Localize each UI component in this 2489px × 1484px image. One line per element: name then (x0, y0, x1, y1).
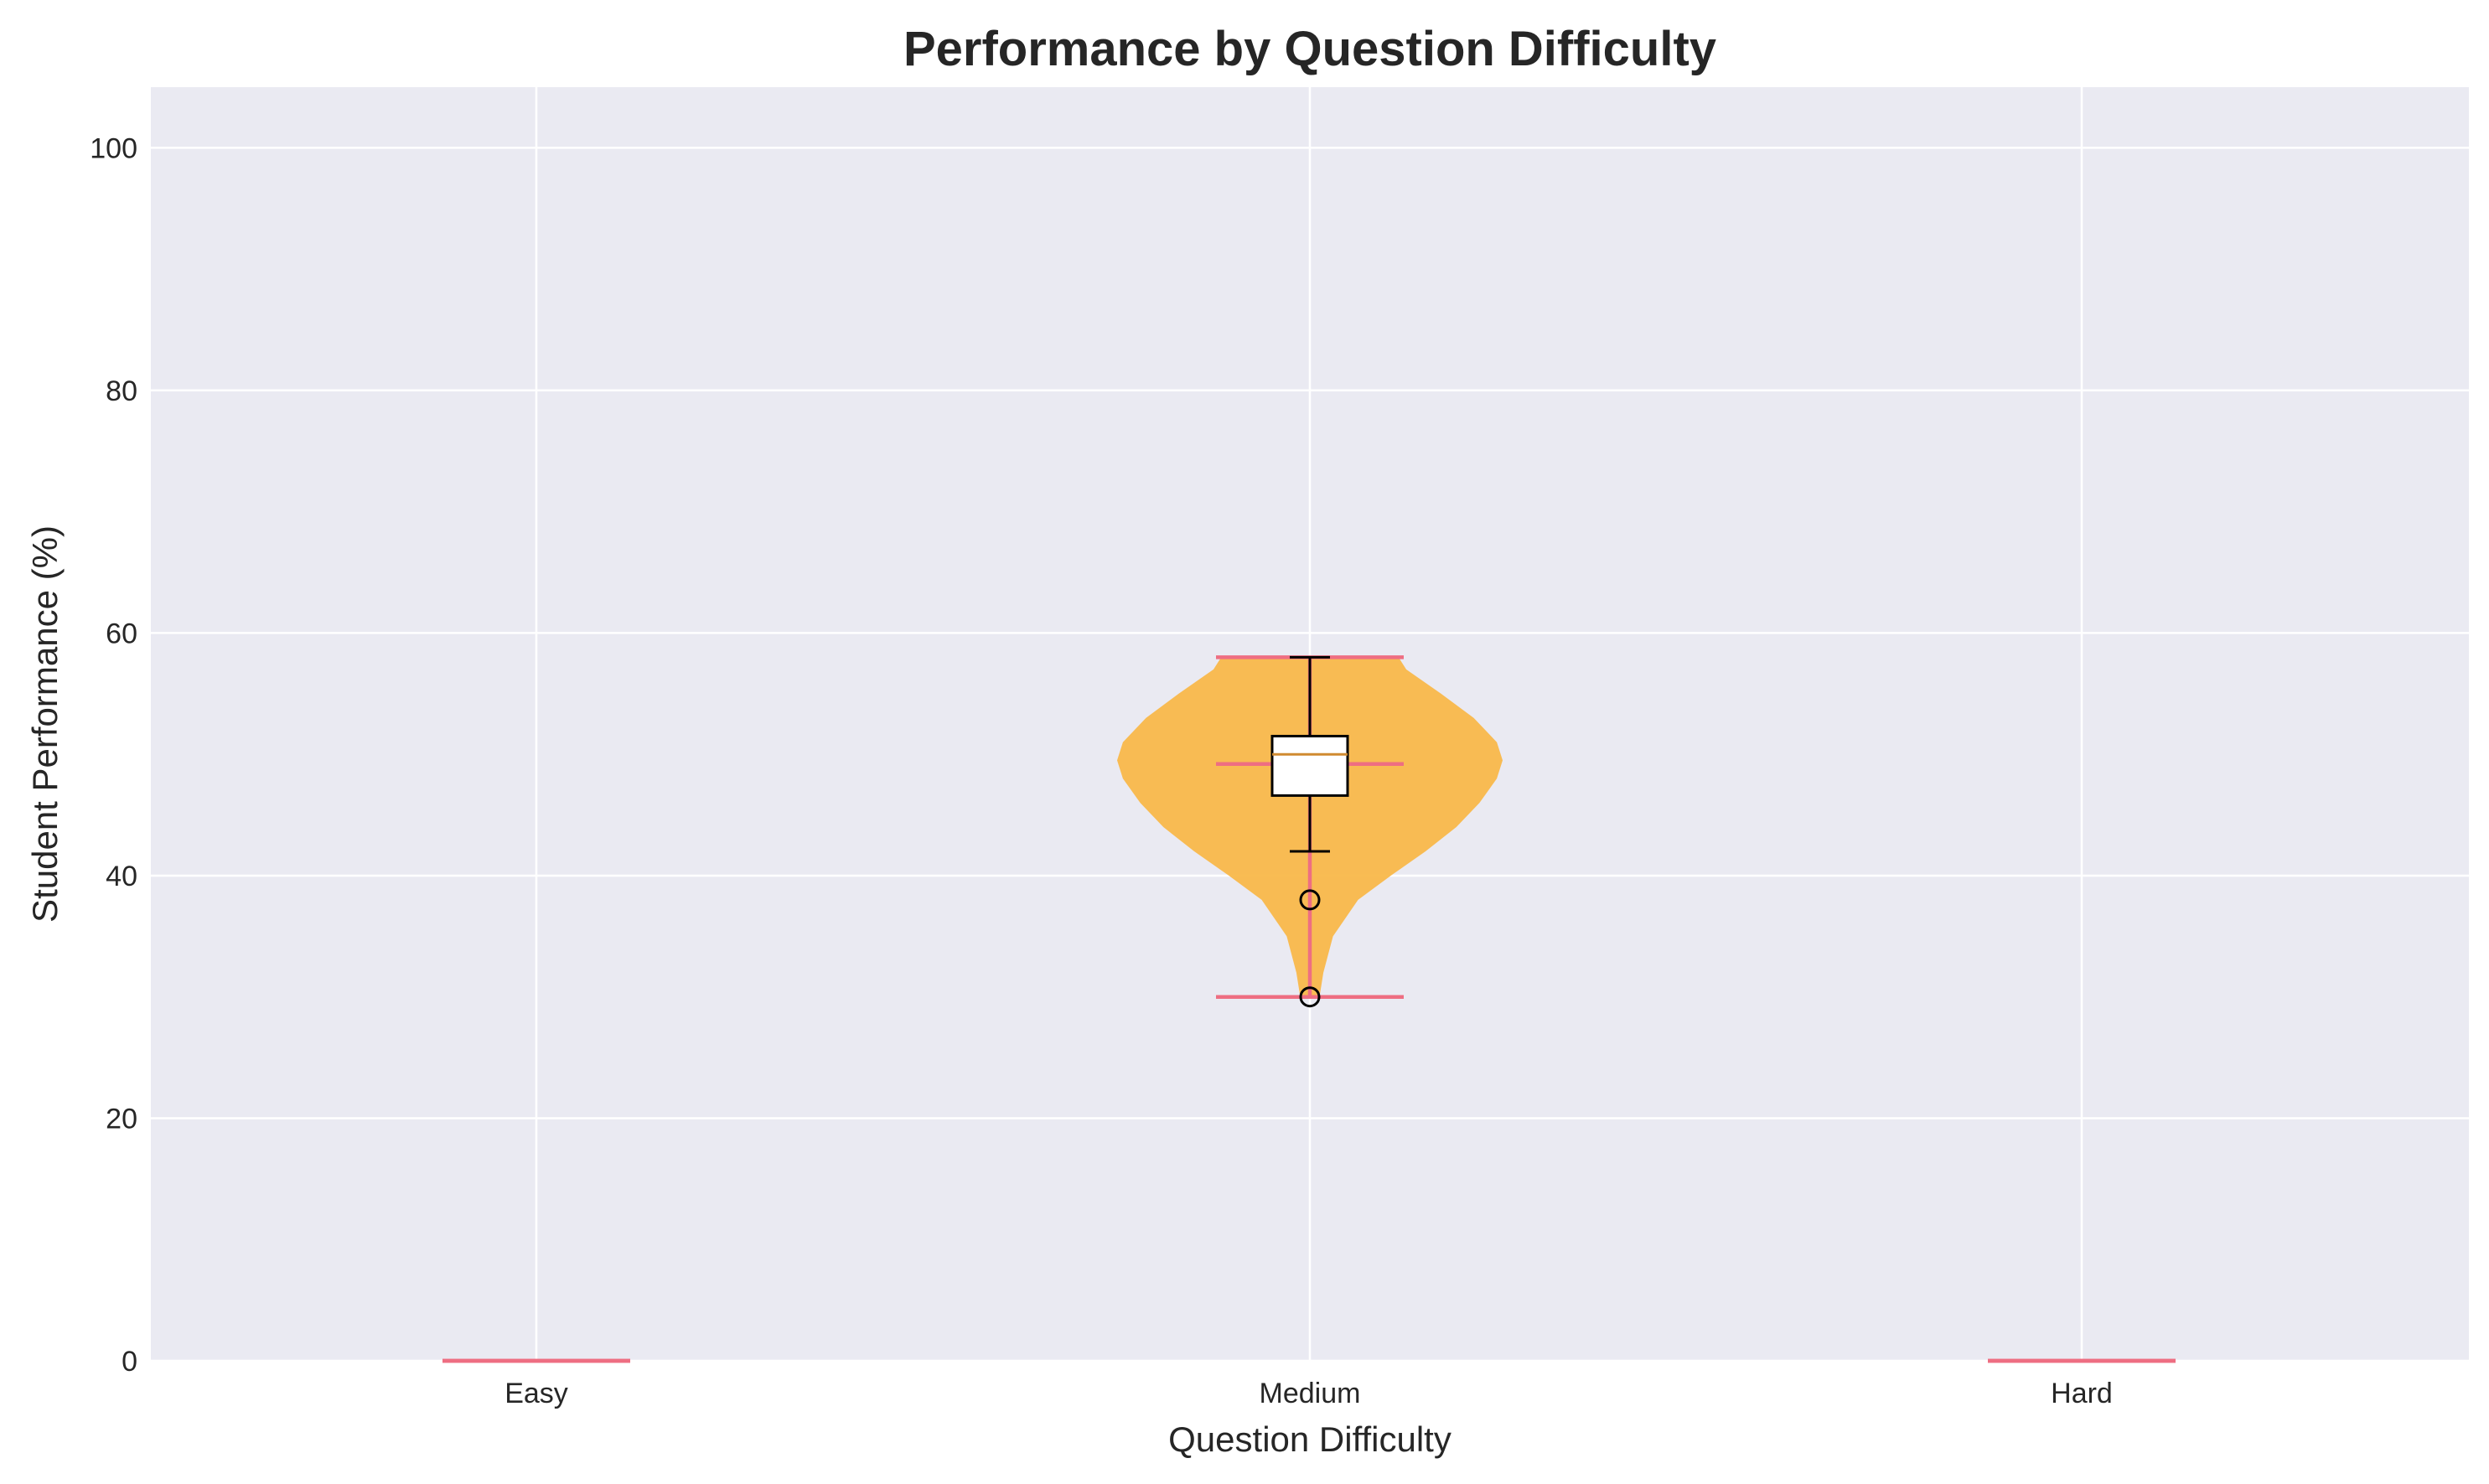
x-tick-label: Easy (505, 1378, 568, 1409)
outlier-point (1299, 889, 1321, 911)
y-tick-label: 20 (106, 1103, 137, 1135)
violin-group-medium (1117, 655, 1503, 1008)
x-tick-label: Hard (2051, 1378, 2113, 1409)
tick-labels: 0 20 40 60 80 100 Easy Medium Hard (90, 132, 2113, 1409)
y-tick-label: 40 (106, 861, 137, 892)
y-tick-label: 60 (106, 618, 137, 649)
box-iqr (1270, 734, 1349, 797)
y-tick-label: 100 (90, 132, 137, 164)
y-tick-label: 0 (122, 1346, 137, 1378)
chart-marks (442, 655, 2176, 1363)
chart-title: Performance by Question Difficulty (903, 22, 1716, 76)
y-tick-label: 80 (106, 375, 137, 407)
y-axis-label: Student Performance (%) (25, 525, 65, 923)
x-axis-label: Question Difficulty (1168, 1419, 1451, 1459)
x-tick-label: Medium (1260, 1378, 1361, 1409)
outlier-point (1299, 986, 1321, 1008)
